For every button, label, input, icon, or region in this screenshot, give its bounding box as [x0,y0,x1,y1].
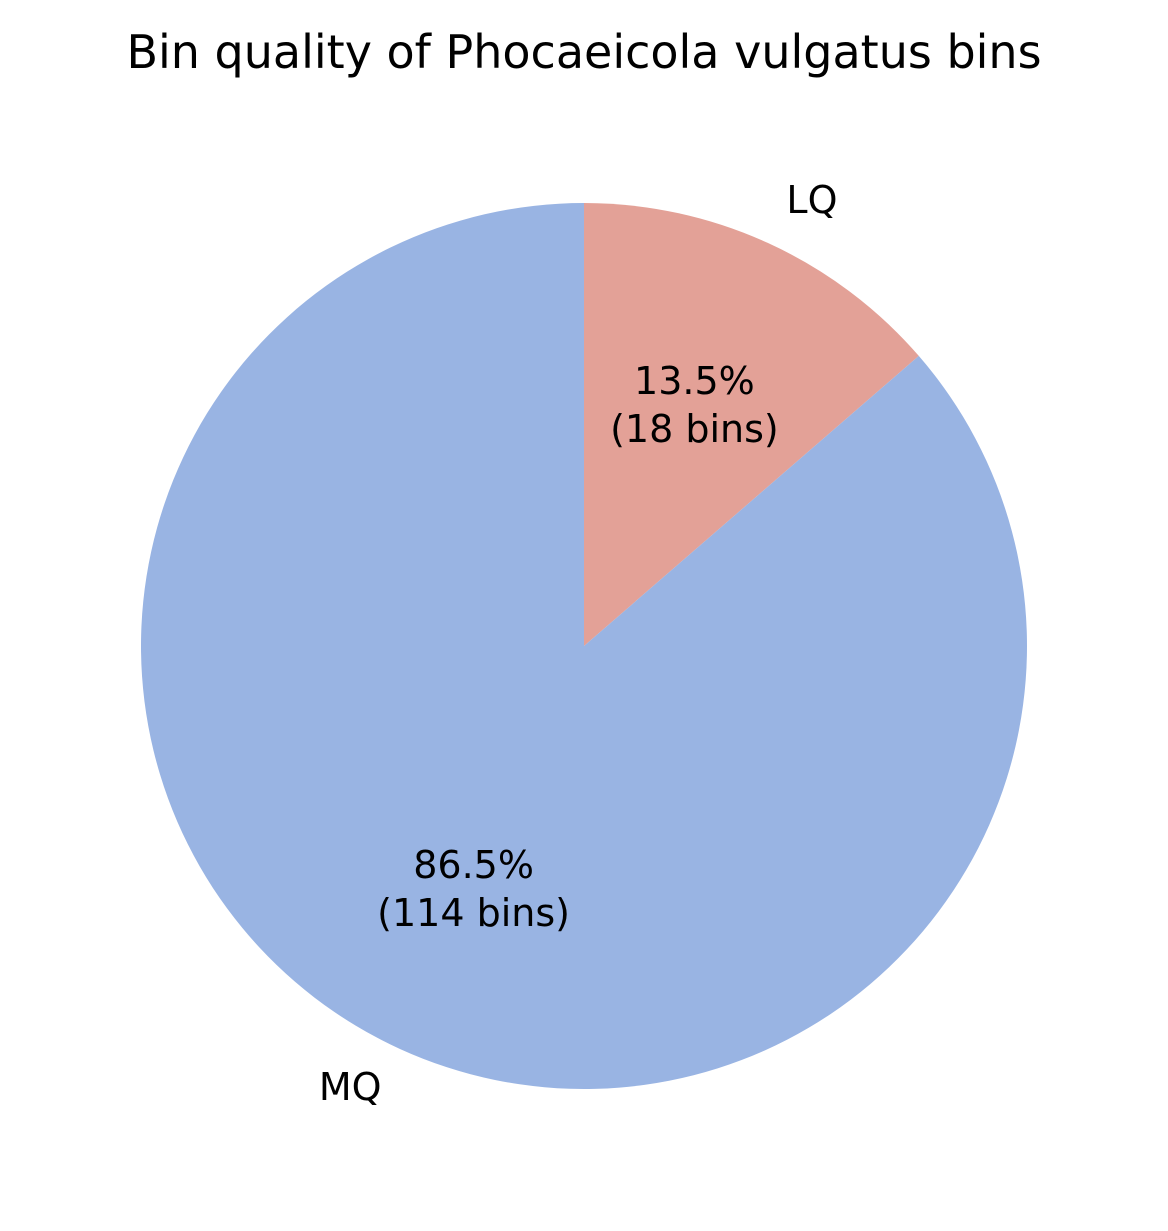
slice-count-lq: (18 bins) [610,407,779,451]
pie-labels: LQ 13.5% (18 bins) MQ 86.5% (114 bins) [319,178,838,1109]
slice-value-label-mq: 86.5% (114 bins) [377,843,570,935]
slice-value-label-lq: 13.5% (18 bins) [610,359,779,451]
pie-slices [140,203,1028,1089]
pie-slice-lq [584,203,919,646]
slice-label-mq: MQ [319,1065,382,1109]
pie-slice-mq [140,203,1028,1089]
chart-title: Bin quality of Phocaeicola vulgatus bins [126,25,1041,79]
slice-percent-lq: 13.5% [634,359,755,403]
slice-label-lq: LQ [786,178,837,222]
slice-count-mq: (114 bins) [377,891,570,935]
slice-percent-mq: 86.5% [413,843,534,887]
